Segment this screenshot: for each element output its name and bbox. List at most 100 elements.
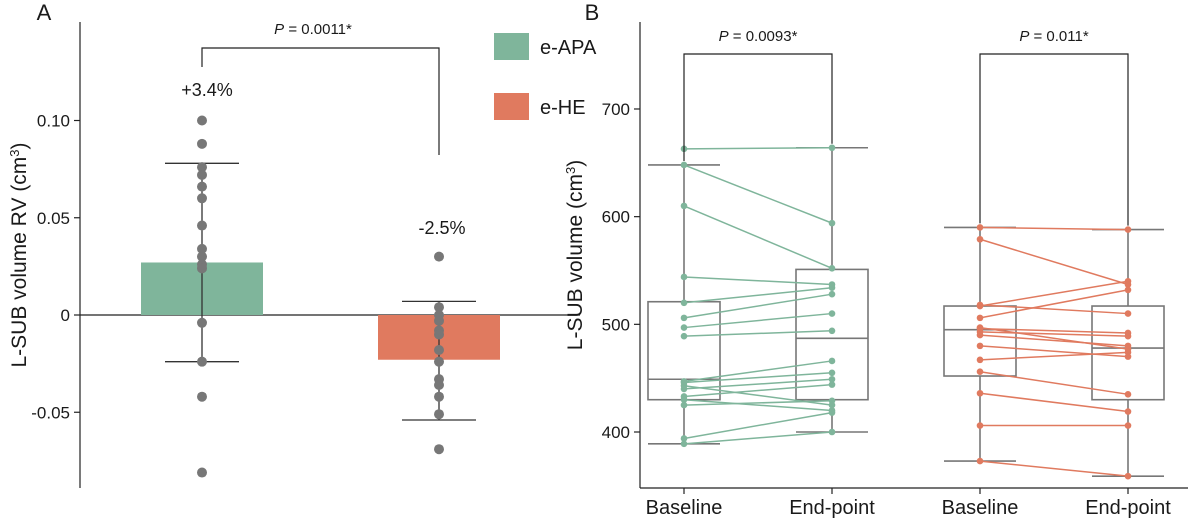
paired-line [683, 276, 833, 286]
x-tick-label: End-point [789, 497, 875, 519]
y-tick-label: 400 [602, 423, 630, 442]
panel-b: B 400 500 600 700 L-SUB volume (cm3) Baseline E… [563, 0, 1188, 519]
data-point [197, 263, 207, 274]
paired-line [979, 280, 1129, 307]
paired-line [979, 289, 1129, 319]
paired-line [683, 378, 833, 390]
y-tick-label: 600 [602, 208, 630, 227]
p-value-b-e-he-value: = 0.011* [1029, 28, 1089, 45]
data-point-baseline [680, 161, 688, 169]
paired-line [683, 330, 833, 337]
paired-line [683, 205, 833, 270]
legend-swatch-e-apa [494, 33, 529, 60]
y-tick-label: 0.10 [37, 112, 70, 131]
data-point-endpoint [828, 281, 836, 288]
data-point [434, 251, 444, 262]
y-axis-title-end: ) [8, 142, 31, 149]
data-point-baseline [680, 401, 688, 409]
panel-b-label: B [585, 0, 600, 25]
data-point-baseline [680, 273, 688, 281]
significance-bracket [979, 53, 1129, 226]
y-axis-title-end: ) [564, 160, 587, 167]
data-point-endpoint [828, 290, 836, 298]
p-value-b-e-he-italic: P [1019, 28, 1029, 45]
data-point-endpoint [828, 369, 836, 377]
panel-a-label: A [37, 0, 52, 25]
p-value-a: P = 0.0011* [274, 21, 352, 38]
data-point-baseline [680, 314, 688, 322]
data-point-baseline [976, 301, 984, 309]
data-point-endpoint [1124, 310, 1132, 317]
data-point-endpoint [828, 327, 836, 335]
legend-label-e-apa: e-APA [540, 37, 597, 59]
paired-line [683, 384, 833, 406]
paired-line [683, 286, 833, 304]
x-tick-label: Baseline [942, 497, 1019, 519]
paired-line [683, 293, 833, 319]
significance-bracket [201, 47, 440, 155]
data-point [197, 391, 207, 402]
data-point [197, 356, 207, 367]
data-point-endpoint [1124, 472, 1132, 480]
y-tick-label: 0 [61, 306, 70, 325]
data-point [197, 467, 207, 478]
paired-line [683, 372, 833, 384]
data-point [197, 169, 207, 180]
paired-line [683, 312, 833, 329]
data-point-endpoint [828, 375, 836, 383]
data-point-baseline [680, 378, 688, 385]
p-value-a-italic: P [274, 21, 284, 38]
paired-line [683, 147, 833, 150]
data-point-endpoint [828, 401, 836, 409]
data-point-baseline [976, 324, 984, 331]
data-point [434, 380, 444, 391]
paired-line [979, 304, 1129, 315]
data-point-baseline [680, 299, 688, 307]
data-point-endpoint [828, 407, 836, 414]
data-point-endpoint [1124, 329, 1132, 337]
data-point-endpoint [1124, 353, 1132, 360]
x-tick-label: End-point [1085, 497, 1171, 519]
paired-line [979, 334, 1129, 347]
p-value-b-e-apa-value: = 0.0093* [729, 28, 798, 45]
paired-line [683, 360, 833, 383]
data-point-baseline [680, 393, 688, 400]
data-point-baseline [680, 435, 688, 442]
data-point-endpoint [828, 219, 836, 227]
data-point [197, 251, 207, 262]
data-point-baseline [680, 332, 688, 340]
data-point [434, 329, 444, 340]
data-point-endpoint [828, 310, 836, 317]
data-point-endpoint [828, 357, 836, 365]
p-value-a-value: = 0.0011* [284, 21, 352, 38]
data-point-baseline [976, 356, 984, 364]
paired-line [979, 460, 1129, 477]
data-point [197, 193, 207, 204]
y-tick-label: -0.05 [31, 403, 70, 422]
significance-bracket [683, 53, 833, 161]
y-axis-title: L-SUB volume (cm3) [563, 160, 587, 350]
x-tick-label: Baseline [646, 497, 723, 519]
data-point [434, 391, 444, 402]
data-point-endpoint [1124, 345, 1132, 353]
data-point [197, 243, 207, 254]
data-point-baseline [976, 457, 984, 465]
data-point-endpoint [1124, 226, 1132, 233]
box [1091, 305, 1165, 401]
paired-line [683, 383, 833, 398]
data-point [197, 115, 207, 126]
data-point [197, 317, 207, 328]
percent-label-e-he: -2.5% [418, 218, 465, 238]
data-point-endpoint [1124, 408, 1132, 415]
y-tick-label: 0.05 [37, 209, 70, 228]
data-point [197, 220, 207, 231]
data-point-baseline [976, 342, 984, 350]
y-axis-title-superscript: 3 [563, 167, 578, 174]
data-point [434, 315, 444, 326]
data-point-baseline [680, 324, 688, 331]
y-axis-title-main: L-SUB volume RV (cm [8, 157, 31, 368]
data-point [434, 302, 444, 313]
paired-line [979, 345, 1129, 358]
paired-line [683, 398, 833, 412]
